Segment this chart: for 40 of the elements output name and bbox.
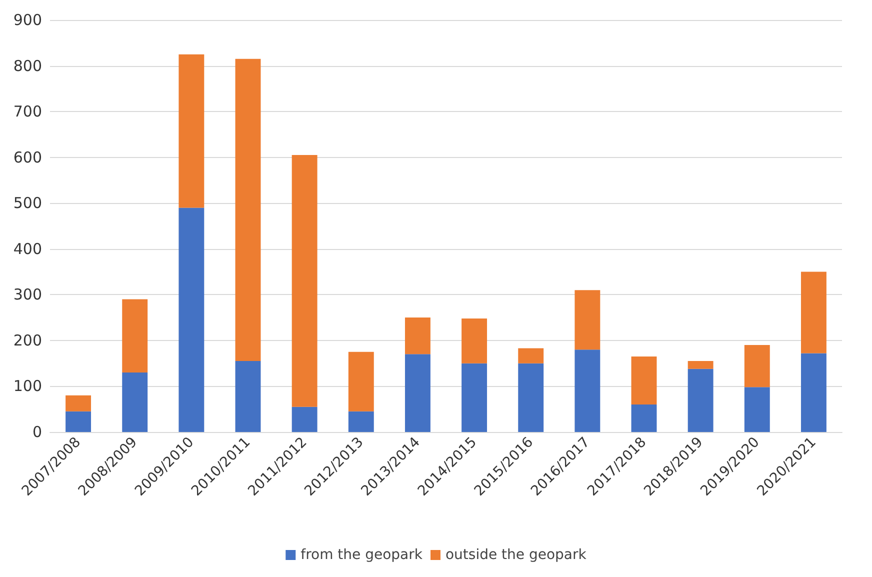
bar (574, 350, 600, 432)
bar (744, 345, 770, 388)
bar (688, 368, 714, 432)
bar (574, 290, 600, 350)
bar (800, 272, 826, 354)
y-tick-label: 600 (13, 148, 42, 166)
bar (66, 395, 92, 412)
bar (404, 318, 430, 354)
bar (235, 361, 261, 432)
y-tick-label: 800 (13, 56, 42, 75)
y-tick-label: 100 (13, 377, 42, 396)
legend-label: from the geopark (300, 547, 424, 563)
bar (178, 208, 204, 432)
bar (66, 411, 92, 432)
bar (122, 299, 148, 372)
bar (518, 348, 544, 364)
bar (178, 54, 204, 208)
y-tick-label: 200 (13, 331, 42, 350)
y-tick-label: 700 (13, 102, 42, 121)
bar (404, 354, 430, 432)
bar (800, 353, 826, 432)
bar (292, 155, 318, 407)
y-tick-label: 0 (32, 423, 42, 441)
bar (631, 404, 657, 432)
bar (631, 356, 657, 405)
legend-label: outside the geopark (445, 547, 588, 563)
bar (688, 361, 714, 369)
y-tick-label: 300 (13, 286, 42, 304)
y-tick-label: 900 (13, 11, 42, 29)
bar (235, 58, 261, 362)
bar (462, 363, 488, 432)
bar (292, 406, 318, 432)
bar (348, 411, 374, 432)
bar (744, 387, 770, 432)
bar (348, 352, 374, 412)
y-tick-label: 400 (13, 240, 42, 258)
bar (518, 363, 544, 432)
bar (462, 318, 488, 364)
bar (122, 372, 148, 432)
y-tick-label: 500 (13, 194, 42, 212)
